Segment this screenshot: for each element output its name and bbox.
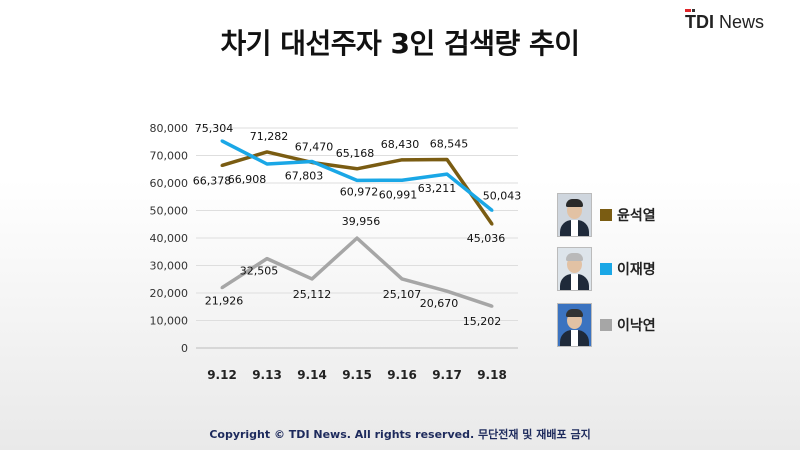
legend-label: 윤석열 <box>617 208 656 224</box>
logo-suffix-text: News <box>719 12 765 32</box>
page-title: 차기 대선주자 3인 검색량 추이 <box>220 27 580 60</box>
data-point <box>490 208 494 212</box>
data-point <box>445 172 449 176</box>
legend-label: 이낙연 <box>617 318 656 334</box>
data-label: 68,430 <box>381 138 420 151</box>
data-point <box>265 150 269 154</box>
x-tick-label: 9.14 <box>297 368 327 382</box>
data-point <box>310 277 314 281</box>
x-tick-label: 9.18 <box>477 368 507 382</box>
data-label: 66,378 <box>193 174 232 187</box>
data-label: 67,803 <box>285 170 324 183</box>
data-label: 25,107 <box>383 288 422 301</box>
data-label: 15,202 <box>463 315 502 328</box>
data-point <box>355 167 359 171</box>
data-point <box>310 160 314 164</box>
legend-swatch <box>600 319 612 331</box>
data-label: 63,211 <box>418 182 457 195</box>
data-label: 60,991 <box>379 188 418 201</box>
x-tick-label: 9.12 <box>207 368 237 382</box>
y-tick-label: 30,000 <box>150 260 189 273</box>
y-tick-label: 10,000 <box>150 315 189 328</box>
data-point <box>400 277 404 281</box>
candidate-portrait <box>557 247 592 291</box>
data-label: 60,972 <box>340 185 379 198</box>
data-point <box>355 178 359 182</box>
y-tick-label: 70,000 <box>150 150 189 163</box>
x-tick-label: 9.15 <box>342 368 372 382</box>
data-label: 45,036 <box>467 232 506 245</box>
data-point <box>445 289 449 293</box>
legend-item-series-2: 이낙연 <box>557 303 656 347</box>
legend-item-series-0: 윤석열 <box>557 193 656 237</box>
data-label: 67,470 <box>295 140 334 153</box>
legend-swatch <box>600 263 612 275</box>
x-tick-label: 9.17 <box>432 368 462 382</box>
data-point <box>490 304 494 308</box>
data-point <box>265 162 269 166</box>
legend-swatch <box>600 209 612 221</box>
y-tick-label: 80,000 <box>150 122 189 135</box>
logo-mark-dark <box>692 9 695 12</box>
data-point <box>400 158 404 162</box>
y-tick-label: 50,000 <box>150 205 189 218</box>
y-tick-label: 60,000 <box>150 177 189 190</box>
y-tick-label: 0 <box>181 342 188 355</box>
data-point <box>400 178 404 182</box>
data-label: 66,908 <box>228 173 267 186</box>
candidate-portrait <box>557 193 592 237</box>
candidate-portrait <box>557 303 592 347</box>
data-point <box>220 286 224 290</box>
y-tick-label: 40,000 <box>150 232 189 245</box>
data-label: 68,545 <box>430 138 469 151</box>
data-point <box>445 158 449 162</box>
logo-mark-red <box>685 9 691 12</box>
data-label: 75,304 <box>195 122 234 135</box>
data-label: 71,282 <box>250 130 289 143</box>
data-label: 50,043 <box>483 189 522 202</box>
x-tick-label: 9.16 <box>387 368 417 382</box>
y-tick-label: 20,000 <box>150 287 189 300</box>
data-point <box>220 163 224 167</box>
data-point <box>355 236 359 240</box>
data-label: 65,168 <box>336 147 375 160</box>
copyright-footer: Copyright © TDI News. All rights reserve… <box>209 428 591 441</box>
data-label: 32,505 <box>240 265 279 278</box>
brand-logo: TDI News <box>685 9 765 33</box>
data-label: 25,112 <box>293 288 332 301</box>
x-tick-label: 9.13 <box>252 368 282 382</box>
legend-label: 이재명 <box>617 262 656 278</box>
legend-item-series-1: 이재명 <box>557 247 656 291</box>
data-point <box>220 139 224 143</box>
logo-brand-text: TDI <box>685 12 714 32</box>
data-label: 20,670 <box>420 297 459 310</box>
data-label: 39,956 <box>342 215 381 228</box>
data-point <box>265 257 269 261</box>
data-label: 21,926 <box>205 295 244 308</box>
data-point <box>490 222 494 226</box>
